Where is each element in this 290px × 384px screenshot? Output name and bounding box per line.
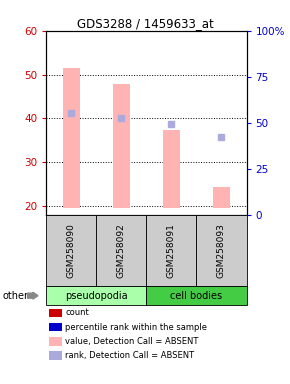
Bar: [163, 130, 180, 209]
Text: percentile rank within the sample: percentile rank within the sample: [65, 323, 207, 332]
Text: other: other: [3, 291, 29, 301]
Text: cell bodies: cell bodies: [171, 291, 222, 301]
Text: rank, Detection Call = ABSENT: rank, Detection Call = ABSENT: [65, 351, 194, 360]
Text: GDS3288 / 1459633_at: GDS3288 / 1459633_at: [77, 17, 213, 30]
Bar: [63, 68, 80, 209]
Text: GSM258091: GSM258091: [167, 223, 176, 278]
Text: count: count: [65, 308, 89, 318]
Bar: [113, 84, 130, 209]
Bar: [213, 187, 230, 209]
Text: value, Detection Call = ABSENT: value, Detection Call = ABSENT: [65, 337, 199, 346]
Text: pseudopodia: pseudopodia: [65, 291, 128, 301]
Text: GSM258093: GSM258093: [217, 223, 226, 278]
Text: GSM258090: GSM258090: [67, 223, 76, 278]
Text: GSM258092: GSM258092: [117, 223, 126, 278]
